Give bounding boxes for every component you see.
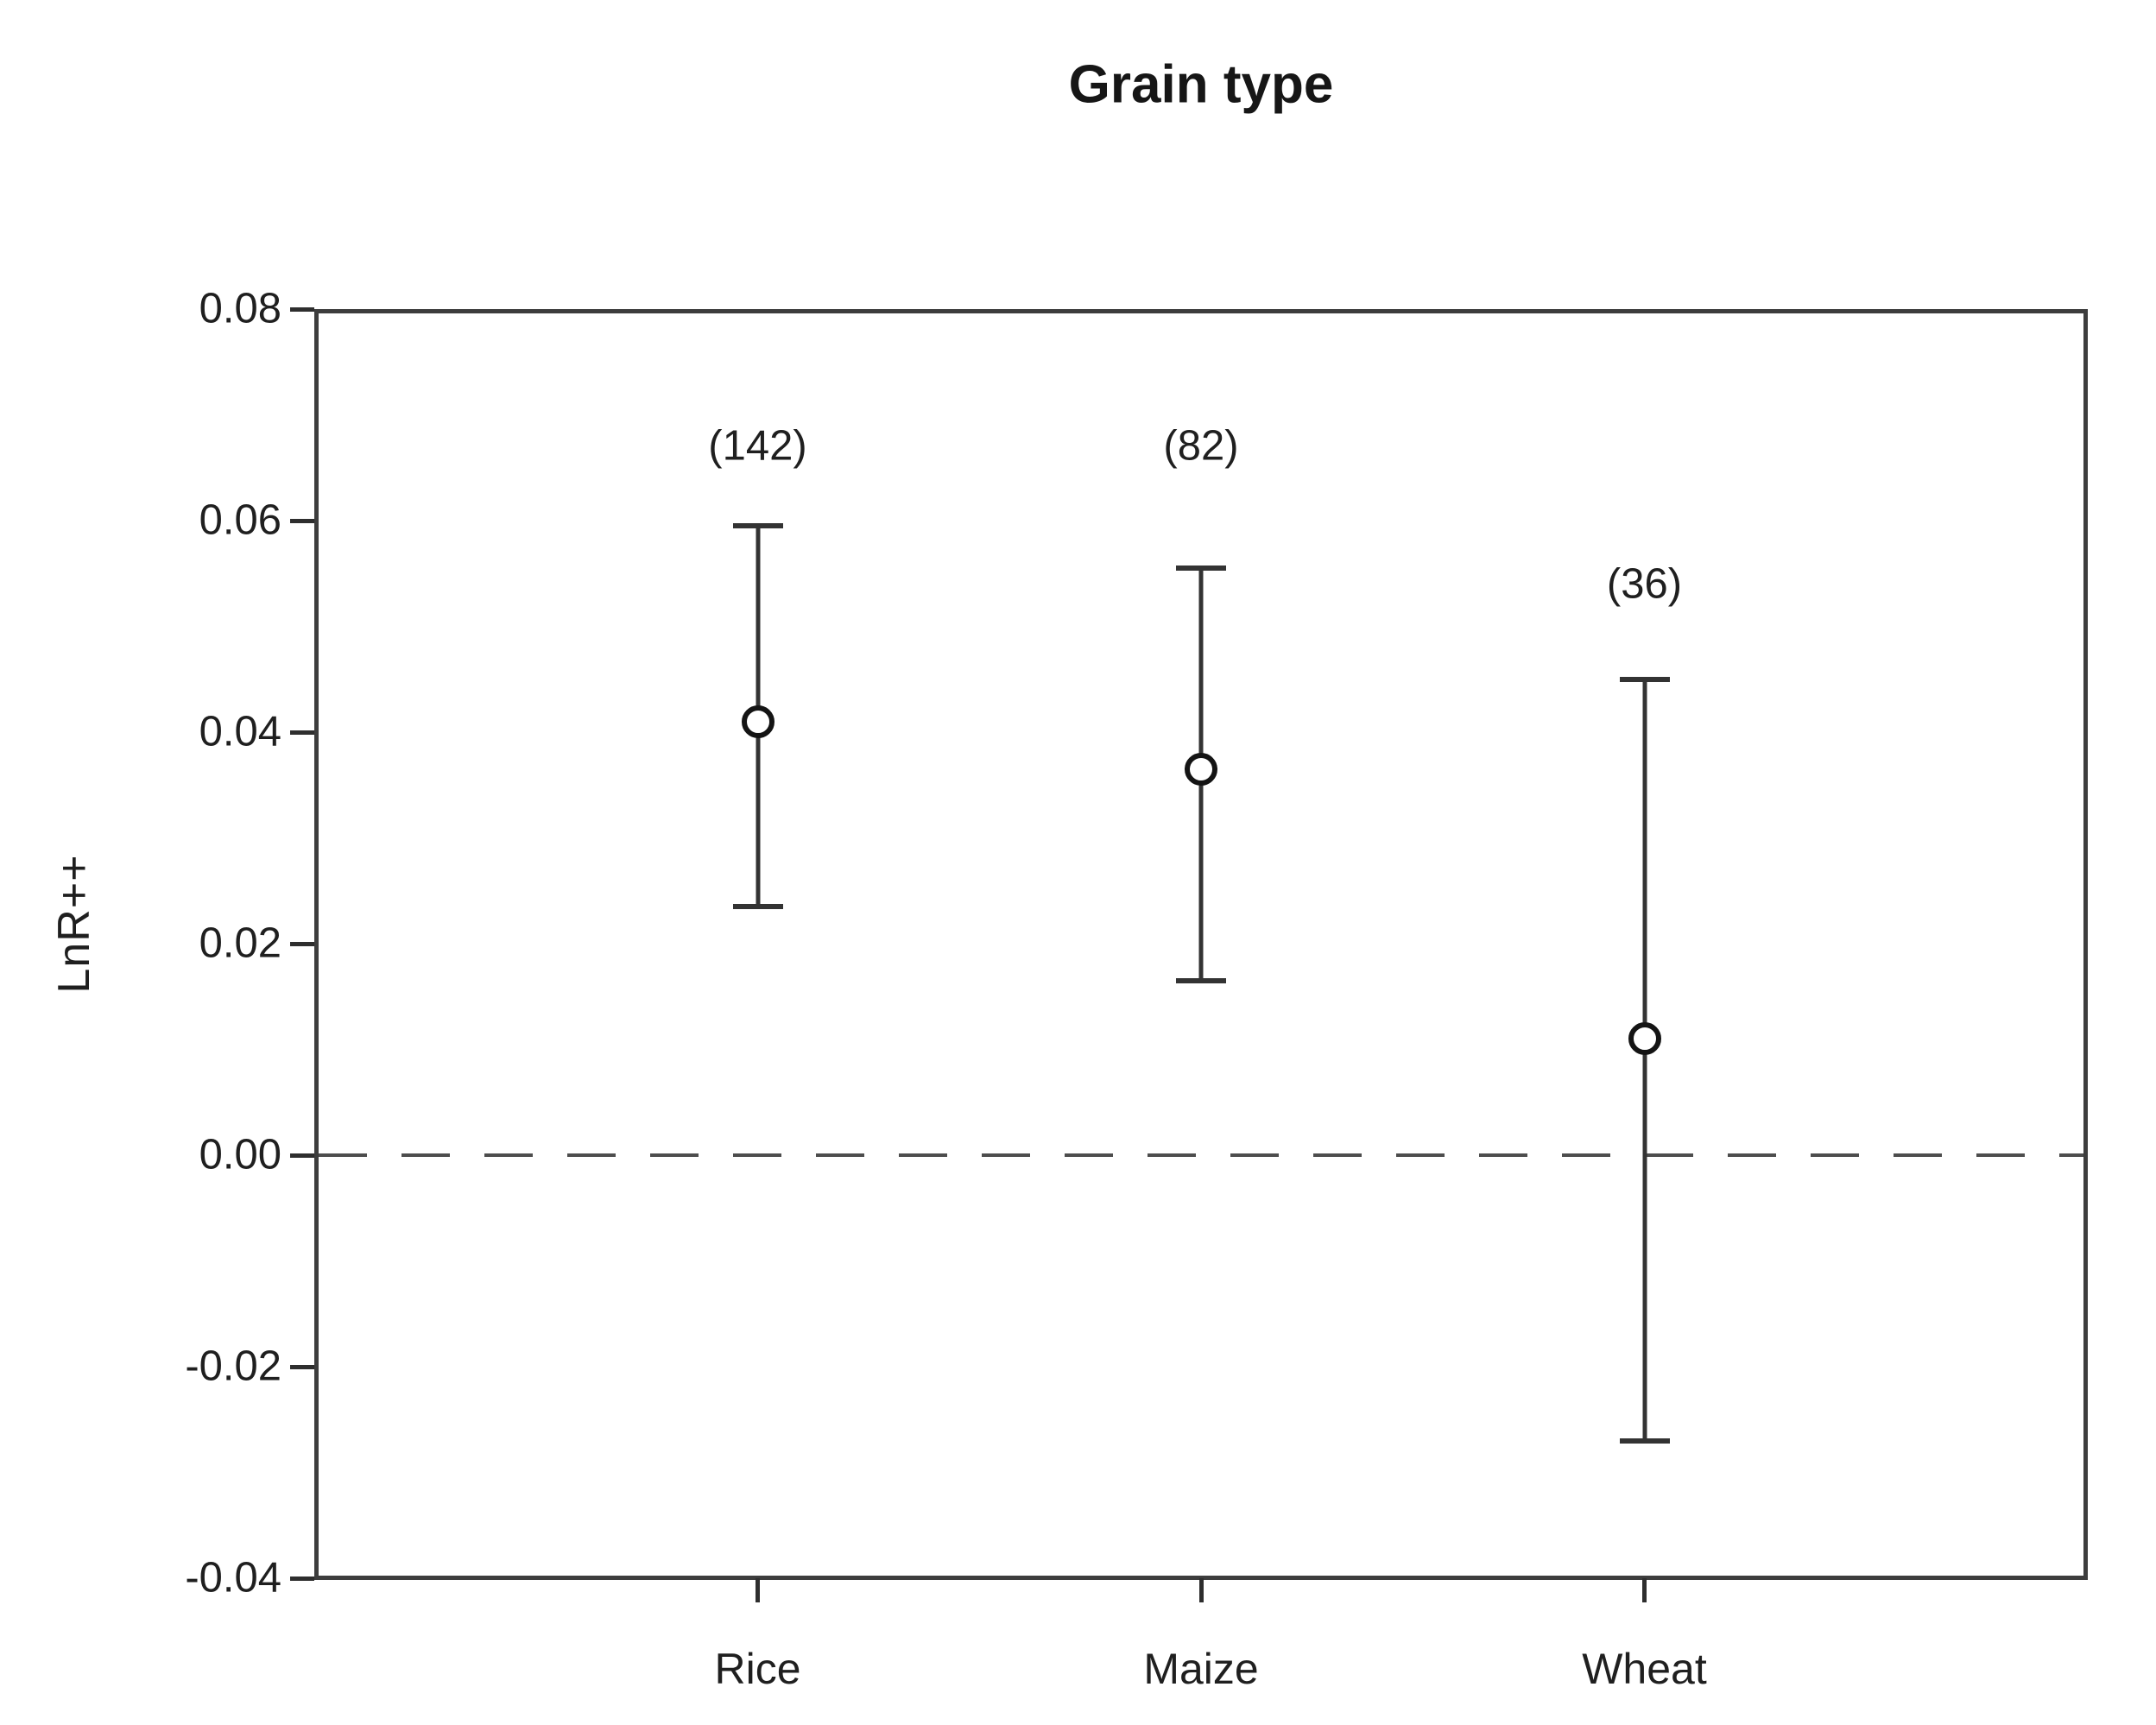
y-axis-tick — [290, 1576, 314, 1581]
y-tick-label: 0.02 — [199, 919, 281, 967]
error-bar-stem — [1642, 679, 1647, 1441]
y-tick-label: 0.00 — [199, 1131, 281, 1178]
y-tick-label: 0.04 — [199, 708, 281, 755]
mean-marker — [1185, 752, 1217, 786]
chart-title: Grain type — [1068, 54, 1334, 115]
x-axis-tick — [756, 1578, 760, 1602]
y-axis-tick — [290, 306, 314, 312]
y-tick-label: -0.04 — [185, 1554, 281, 1602]
mean-marker — [1628, 1022, 1661, 1056]
y-tick-label: 0.08 — [199, 285, 281, 332]
y-tick-label: -0.02 — [185, 1343, 281, 1390]
y-axis-tick — [290, 1364, 314, 1369]
x-category-label: Maize — [1143, 1645, 1259, 1693]
y-axis-tick — [290, 730, 314, 735]
error-bar-cap-top — [1176, 566, 1226, 572]
y-tick-label: 0.06 — [199, 496, 281, 544]
y-axis-tick — [290, 1153, 314, 1158]
sample-size-label: (142) — [708, 422, 807, 470]
x-category-label: Wheat — [1582, 1645, 1707, 1693]
sample-size-label: (36) — [1606, 560, 1683, 607]
x-category-label: Rice — [714, 1645, 801, 1693]
y-axis-tick — [290, 941, 314, 946]
x-axis-tick — [1642, 1578, 1647, 1602]
error-bar-cap-bottom — [732, 904, 783, 910]
y-axis-tick — [290, 518, 314, 523]
error-bar-cap-bottom — [1619, 1438, 1670, 1444]
sample-size-label: (82) — [1163, 422, 1239, 470]
zero-reference-line — [319, 1153, 2083, 1157]
mean-marker — [741, 705, 775, 738]
error-bar-cap-top — [732, 523, 783, 529]
error-bar-cap-bottom — [1176, 977, 1226, 983]
x-axis-tick — [1198, 1578, 1204, 1602]
error-bar-cap-top — [1619, 676, 1670, 682]
